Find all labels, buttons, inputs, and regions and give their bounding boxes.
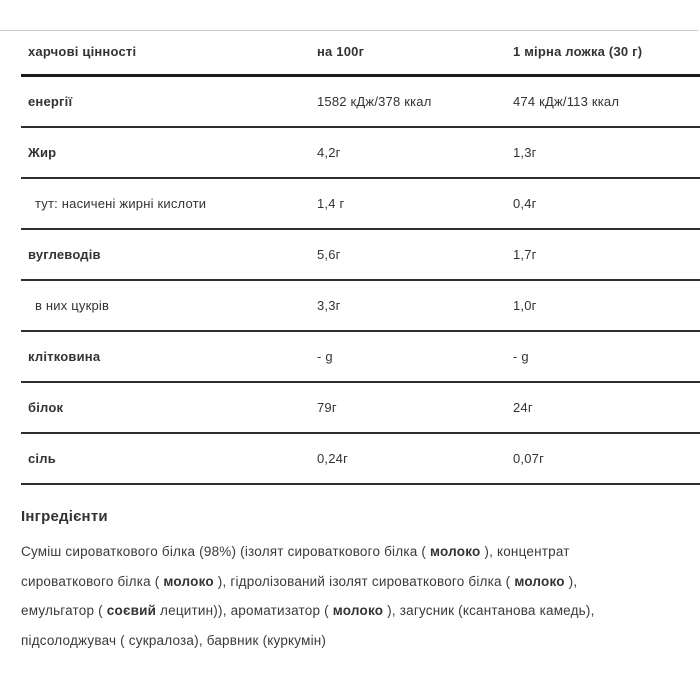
value-per-spoon: 0,07г (513, 450, 545, 466)
table-body: енергії 1582 кДж/378 ккал 474 кДж/113 кк… (21, 77, 700, 485)
row-label: в них цукрів (35, 297, 110, 313)
value-per-spoon: 24г (513, 399, 533, 415)
row-label: клітковина (28, 348, 101, 364)
top-divider-line (0, 30, 698, 31)
table-row: вуглеводів 5,6г 1,7г (21, 230, 700, 281)
row-label: тут: насичені жирні кислоти (35, 195, 207, 211)
ingredients-heading: Інгредієнти (21, 508, 108, 525)
value-per-100g: 5,6г (317, 246, 341, 262)
value-per-100g: 79г (317, 399, 337, 415)
ingredients-section: Інгредієнти Суміш сироваткового білка (9… (21, 508, 689, 655)
col-header-per-100g: на 100г (317, 44, 365, 59)
table-row: енергії 1582 кДж/378 ккал 474 кДж/113 кк… (21, 77, 700, 128)
table-row: в них цукрів 3,3г 1,0г (21, 281, 700, 332)
nutrition-table: харчові цінності на 100г 1 мірна ложка (… (21, 30, 700, 485)
row-label: Жир (28, 144, 57, 160)
value-per-spoon: 1,0г (513, 297, 537, 313)
row-label: енергії (28, 93, 73, 109)
col-header-nutrient: харчові цінності (28, 44, 137, 59)
value-per-100g: 3,3г (317, 297, 341, 313)
table-header-row: харчові цінності на 100г 1 мірна ложка (… (21, 30, 700, 77)
value-per-spoon: 1,7г (513, 246, 537, 262)
value-per-spoon: 474 кДж/113 ккал (513, 93, 620, 109)
col-header-per-spoon: 1 мірна ложка (30 г) (513, 44, 643, 59)
value-per-100g: 1,4 г (317, 195, 345, 211)
value-per-100g: 0,24г (317, 450, 349, 466)
row-label: білок (28, 399, 64, 415)
row-label: вуглеводів (28, 246, 101, 262)
table-row: клітковина - g - g (21, 332, 700, 383)
table-row: тут: насичені жирні кислоти 1,4 г 0,4г (21, 179, 700, 230)
table-row: сіль 0,24г 0,07г (21, 434, 700, 485)
table-row: Жир 4,2г 1,3г (21, 128, 700, 179)
row-label: сіль (28, 450, 56, 466)
value-per-100g: 4,2г (317, 144, 341, 160)
value-per-spoon: 0,4г (513, 195, 537, 211)
value-per-100g: 1582 кДж/378 ккал (317, 93, 432, 109)
value-per-spoon: - g (513, 348, 529, 364)
value-per-spoon: 1,3г (513, 144, 537, 160)
table-row: білок 79г 24г (21, 383, 700, 434)
ingredients-text: Суміш сироваткового білка (98%) (ізолят … (21, 544, 595, 648)
value-per-100g: - g (317, 348, 333, 364)
